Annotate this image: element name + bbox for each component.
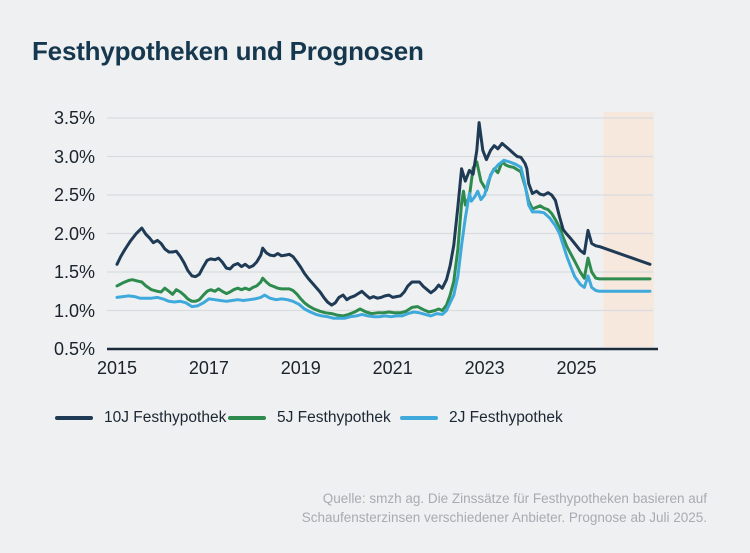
legend-label-5j: 5J Festhypothek xyxy=(277,409,391,426)
x-tick-label: 2019 xyxy=(280,358,321,378)
source-note: Quelle: smzh ag. Die Zinssätze für Festh… xyxy=(302,489,707,527)
legend-label-2j: 2J Festhypothek xyxy=(449,409,563,426)
x-tick-label: 2023 xyxy=(464,358,505,378)
source-note-line1: Quelle: smzh ag. Die Zinssätze für Festh… xyxy=(322,491,707,506)
legend-item-10j: 10J Festhypothek xyxy=(55,404,226,432)
legend-item-5j: 5J Festhypothek xyxy=(228,404,391,432)
x-tick-label: 2025 xyxy=(556,358,597,378)
legend: 10J Festhypothek 5J Festhypothek 2J Fest… xyxy=(0,404,750,434)
x-tick-label: 2017 xyxy=(188,358,229,378)
x-tick-label: 2015 xyxy=(96,358,138,378)
legend-label-10j: 10J Festhypothek xyxy=(104,409,227,426)
y-tick-label: 1.0% xyxy=(53,300,95,321)
y-tick-label: 3.0% xyxy=(53,146,95,167)
y-tick-label: 2.5% xyxy=(53,185,95,205)
legend-swatch-2j-icon xyxy=(400,416,438,420)
chart-title: Festhypotheken und Prognosen xyxy=(32,36,424,66)
legend-swatch-5j-icon xyxy=(228,416,266,420)
x-tick-label: 2021 xyxy=(372,358,413,378)
y-tick-label: 1.5% xyxy=(53,262,95,282)
legend-swatch-10j-icon xyxy=(55,416,93,420)
y-tick-label: 0.5% xyxy=(53,339,95,359)
y-tick-label: 2.0% xyxy=(53,223,95,244)
source-note-line2: Schaufensterzinsen verschiedener Anbiete… xyxy=(301,510,707,525)
y-tick-label: 3.5% xyxy=(53,108,95,128)
legend-item-2j: 2J Festhypothek xyxy=(400,404,563,432)
